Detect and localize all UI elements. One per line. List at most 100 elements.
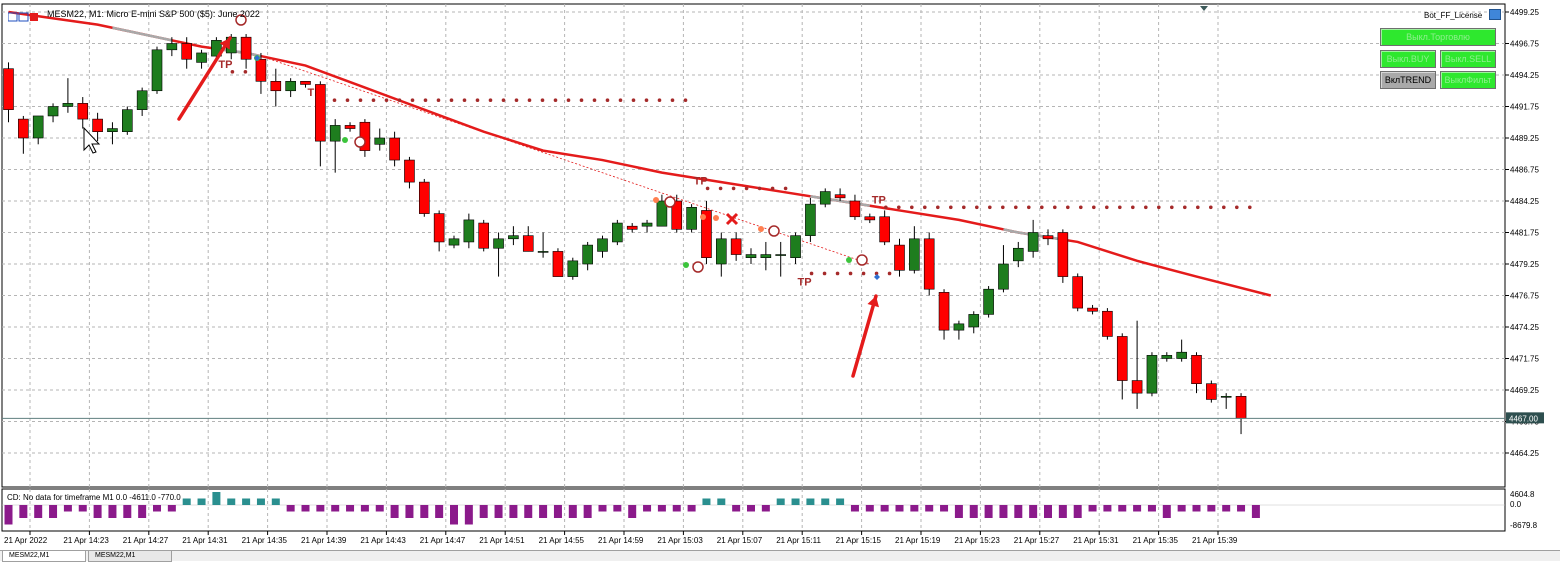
candle[interactable] (790, 232, 801, 265)
time-tick-label: 21 Apr 15:11 (776, 536, 821, 545)
sell-toggle-button[interactable]: Выкл.SELL (1440, 50, 1496, 68)
candle[interactable] (47, 103, 59, 123)
candle[interactable] (819, 188, 831, 208)
candle[interactable] (537, 232, 549, 258)
candle[interactable] (567, 257, 579, 280)
buy-toggle-button[interactable]: Выкл.BUY (1380, 50, 1436, 68)
candle[interactable] (3, 62, 14, 123)
candle[interactable] (552, 248, 564, 277)
chart-type-icon[interactable] (7, 9, 44, 22)
candle[interactable] (1191, 352, 1202, 394)
candle[interactable] (1057, 229, 1069, 283)
candle[interactable] (493, 232, 504, 277)
candle[interactable] (315, 81, 326, 167)
candle[interactable] (196, 49, 207, 69)
candle[interactable] (1220, 393, 1232, 409)
candle-body (1146, 355, 1158, 394)
candle[interactable] (998, 245, 1009, 293)
candle[interactable] (240, 34, 252, 69)
candle[interactable] (760, 241, 772, 271)
candle[interactable] (879, 210, 890, 246)
candle[interactable] (433, 210, 445, 252)
candle[interactable] (329, 119, 341, 173)
candle[interactable] (463, 213, 475, 249)
tp-dot (397, 98, 402, 102)
candle[interactable] (1042, 229, 1054, 246)
candle[interactable] (418, 178, 430, 217)
filter-toggle-button[interactable]: ВыклФильт (1440, 71, 1496, 89)
candle[interactable] (909, 226, 920, 274)
candle[interactable] (270, 68, 282, 107)
candle[interactable] (344, 122, 356, 132)
candle[interactable] (1131, 320, 1143, 409)
candle[interactable] (938, 289, 950, 340)
candle[interactable] (641, 219, 653, 233)
candle[interactable] (151, 46, 163, 94)
candle[interactable] (181, 37, 192, 69)
candle[interactable] (953, 320, 965, 340)
candle[interactable] (107, 122, 118, 145)
candle[interactable] (849, 194, 861, 220)
candle[interactable] (864, 213, 876, 224)
tp-dot (744, 186, 749, 191)
candle[interactable] (582, 241, 593, 271)
candle[interactable] (1146, 352, 1158, 397)
candle[interactable] (1012, 241, 1024, 268)
candle[interactable] (166, 37, 178, 57)
candle[interactable] (597, 235, 608, 258)
candle[interactable] (32, 115, 44, 145)
candle[interactable] (968, 311, 980, 334)
candle[interactable] (92, 112, 103, 142)
trend-toggle-button[interactable]: ВклTREND (1380, 71, 1436, 89)
tp-dot (579, 98, 584, 102)
candle[interactable] (626, 223, 638, 233)
candle[interactable] (255, 52, 267, 94)
candle[interactable] (701, 201, 712, 264)
candle[interactable] (983, 286, 994, 318)
candle[interactable] (834, 188, 846, 201)
candle[interactable] (478, 219, 490, 252)
candlesticks[interactable] (3, 34, 1247, 435)
candle[interactable] (211, 37, 222, 60)
tab-chart-1[interactable]: MESM22,M1 (2, 551, 86, 562)
candle[interactable] (300, 81, 311, 88)
candle[interactable] (522, 226, 534, 252)
candle[interactable] (508, 226, 519, 246)
candle[interactable] (62, 78, 74, 113)
candle[interactable] (404, 156, 415, 189)
candle[interactable] (656, 194, 668, 227)
candle[interactable] (745, 248, 757, 264)
candle[interactable] (1176, 339, 1187, 362)
candle[interactable] (1087, 304, 1098, 315)
candle[interactable] (923, 232, 935, 296)
candle[interactable] (612, 219, 623, 246)
candle[interactable] (894, 238, 905, 277)
candle[interactable] (730, 232, 742, 261)
candle[interactable] (136, 87, 148, 116)
tp-dot (423, 98, 428, 102)
tp-dot (1248, 205, 1252, 210)
candle[interactable] (1072, 273, 1083, 312)
candle[interactable] (122, 106, 133, 135)
candle[interactable] (1116, 333, 1128, 400)
candle[interactable] (805, 197, 816, 242)
candle[interactable] (389, 131, 400, 167)
cd-bar (167, 505, 176, 512)
candle[interactable] (1161, 352, 1173, 362)
candle[interactable] (374, 128, 386, 151)
license-smiley-icon[interactable] (1489, 9, 1501, 20)
candle[interactable] (671, 194, 683, 233)
candle[interactable] (775, 241, 787, 277)
candle[interactable] (715, 232, 727, 277)
candle[interactable] (1102, 308, 1113, 340)
candle[interactable] (686, 204, 697, 233)
candle[interactable] (1027, 219, 1039, 258)
trading-toggle-button[interactable]: Выкл.Торговлю (1380, 28, 1496, 46)
candle[interactable] (18, 115, 29, 154)
tab-chart-2[interactable]: MESM22,M1 (88, 551, 172, 562)
candle[interactable] (285, 78, 296, 98)
candle[interactable] (1206, 380, 1217, 403)
candle[interactable] (448, 235, 460, 249)
candle[interactable] (77, 97, 89, 129)
